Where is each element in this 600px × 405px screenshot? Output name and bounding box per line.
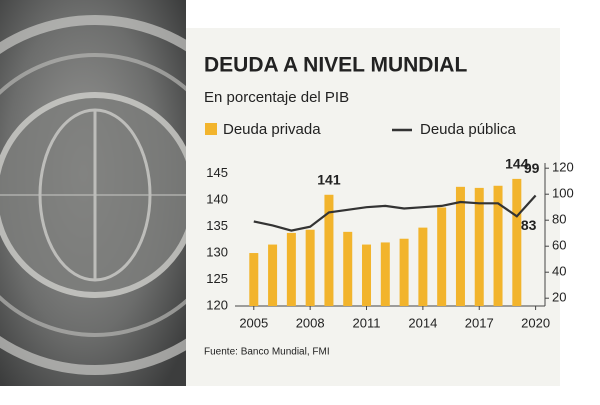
photo (0, 0, 275, 386)
bar (399, 238, 409, 306)
x-tick-label: 2017 (465, 315, 494, 330)
legend-label: Deuda privada (223, 121, 321, 138)
x-tick-label: 2011 (353, 315, 381, 330)
y2-tick-label: 100 (552, 186, 574, 201)
x-tick-label: 2008 (296, 315, 325, 330)
data-label: 99 (524, 160, 540, 176)
x-tick-label: 2020 (521, 315, 550, 330)
bar (324, 194, 334, 306)
x-tick-label: 2014 (408, 315, 437, 330)
y2-tick-label: 40 (552, 264, 566, 279)
bar (474, 187, 484, 306)
bar (437, 207, 447, 306)
bar (286, 232, 296, 306)
bar (249, 253, 259, 306)
legend-swatch (205, 123, 217, 135)
line (253, 194, 537, 232)
data-label: 144 (505, 156, 529, 172)
bar (305, 229, 315, 306)
source: Fuente: Banco Mundial, FMI (204, 347, 330, 358)
y-tick-label: 125 (206, 271, 228, 286)
bar (380, 242, 390, 306)
y2-tick-label: 60 (552, 238, 566, 253)
y-tick-label: 140 (206, 192, 228, 207)
bar (268, 244, 278, 306)
chart-subtitle: En porcentaje del PIB (204, 89, 349, 106)
bar (455, 186, 465, 306)
y-tick-label: 120 (206, 297, 228, 312)
bar (343, 231, 353, 306)
y2-tick-label: 80 (552, 212, 566, 227)
bar (493, 185, 503, 306)
data-label: 141 (317, 171, 341, 187)
y-tick-label: 145 (206, 165, 228, 180)
chart-title: DEUDA A NIVEL MUNDIAL (204, 54, 467, 77)
x-tick-label: 2005 (239, 315, 268, 330)
bar (418, 227, 428, 306)
y-tick-label: 135 (206, 218, 228, 233)
y2-tick-label: 20 (552, 290, 566, 305)
y-tick-label: 130 (206, 244, 228, 259)
bar (362, 244, 372, 306)
y2-tick-label: 120 (552, 160, 574, 175)
data-label: 83 (521, 217, 537, 233)
bar (512, 178, 522, 306)
legend-label: Deuda pública (420, 121, 517, 138)
